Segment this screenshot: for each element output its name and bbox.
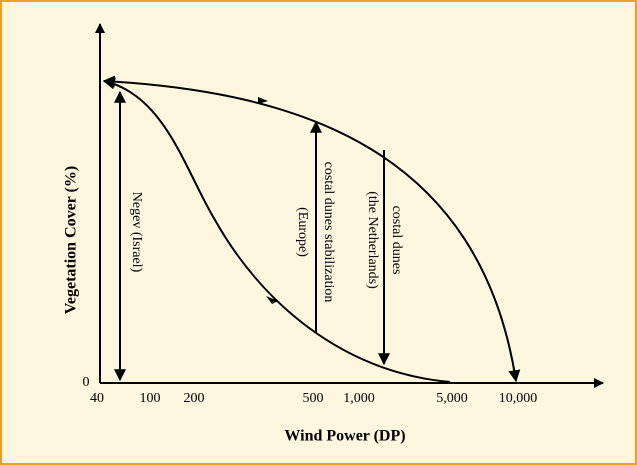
lower-curve [102,77,451,383]
x-tick-label: 100 [140,391,161,406]
annotation: costal dunes [389,206,404,275]
annotation: Negev (Israel) [129,192,144,273]
curve-arrow [258,97,268,104]
x-tick-label: 500 [303,391,324,406]
y-axis-label: Vegetation Cover (%) [63,166,80,314]
upper-curve [102,75,521,383]
x-axis-label: Wind Power (DP) [284,428,405,445]
x-tick-label: 40 [90,391,104,406]
x-tick-label: 10,000 [499,391,538,406]
x-tick-label: 1,000 [343,391,375,406]
annotation: (the Netherlands) [365,191,380,289]
curve-arrow [266,296,278,304]
y-tick-label: 0 [83,375,90,390]
x-tick-label: 200 [184,391,205,406]
annotation: (Europe) [295,207,310,257]
annotation: costal dunes stabilization [321,162,336,303]
x-tick-label: 5,000 [436,391,468,406]
